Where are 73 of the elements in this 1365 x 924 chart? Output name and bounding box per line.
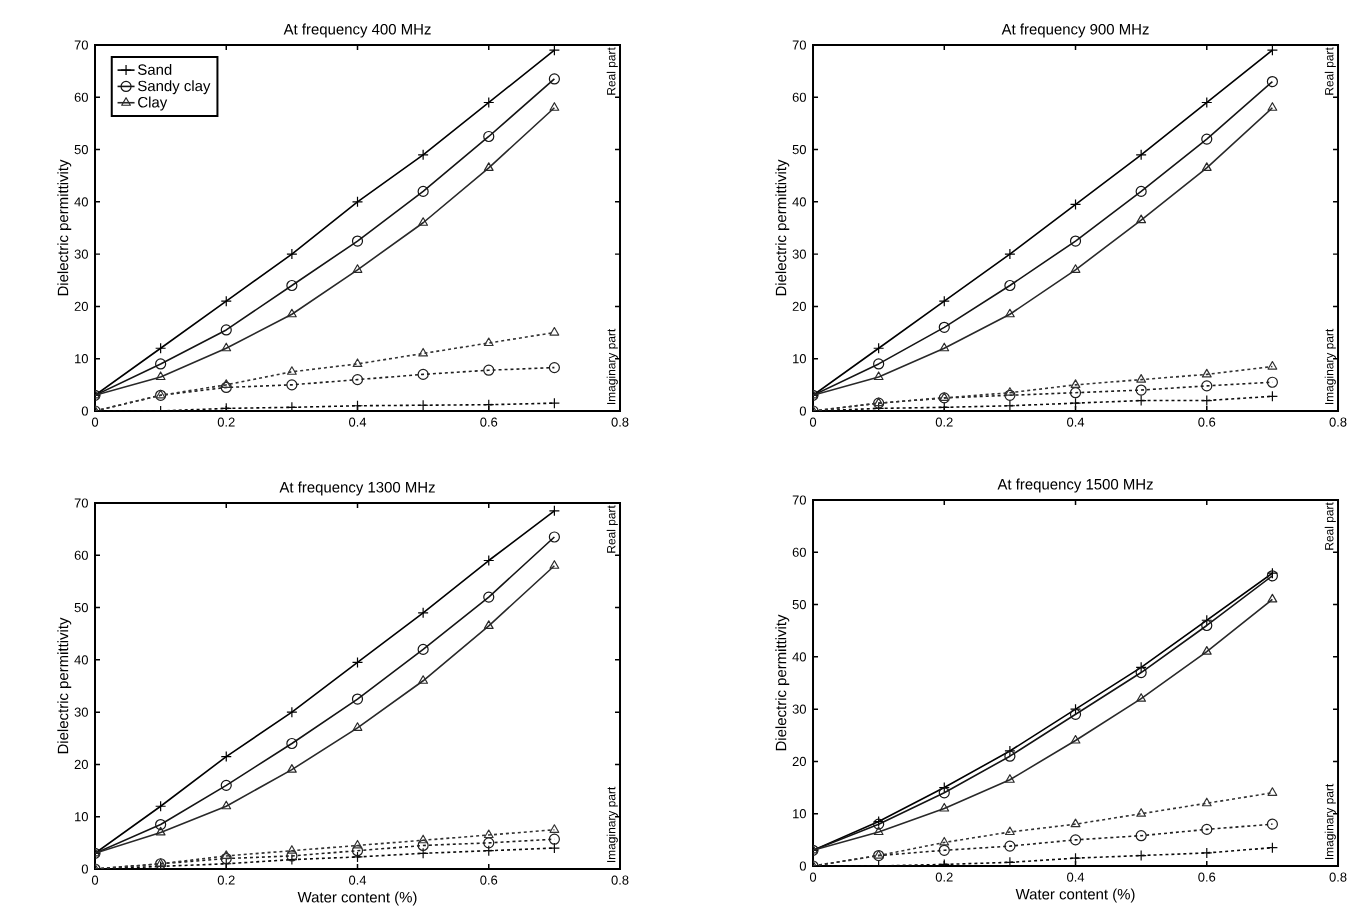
x-tick-label: 0.8	[1329, 417, 1347, 427]
x-tick-label: 0	[91, 417, 99, 427]
annotation: Imaginary part	[1324, 328, 1336, 405]
x-tick-label: 0.2	[217, 875, 235, 885]
x-tick-label: 0.8	[611, 417, 629, 427]
y-tick-label: 10	[75, 354, 88, 364]
y-tick-label: 60	[792, 92, 806, 102]
chart-title: At frequency 1500 MHz	[997, 478, 1153, 493]
y-tick-label: 50	[792, 599, 806, 610]
y-tick-label: 40	[792, 197, 806, 207]
y-tick-label: 30	[74, 707, 88, 717]
y-tick-label: 30	[792, 704, 806, 714]
y-tick-label: 60	[792, 547, 806, 557]
y-tick-label: 40	[74, 655, 88, 665]
x-tick-label: 0	[91, 875, 99, 885]
y-tick-label: 60	[74, 92, 88, 102]
x-tick-label: 0.8	[611, 875, 629, 885]
x-tick-label: 0.2	[217, 417, 235, 427]
y-tick-label: 10	[793, 809, 806, 819]
y-tick-label: 60	[74, 550, 88, 560]
y-tick-label: 50	[74, 144, 88, 155]
y-tick-label: 20	[74, 759, 88, 770]
y-tick-label: 40	[74, 197, 88, 207]
x-tick-label: 0.8	[1329, 872, 1347, 882]
annotation: Imaginary part	[606, 786, 618, 863]
annotation: Real part	[606, 505, 618, 553]
y-tick-label: 20	[792, 301, 806, 311]
y-tick-label: 0	[799, 406, 806, 416]
annotation: Real part	[606, 47, 618, 95]
x-tick-label: 0.4	[1067, 872, 1085, 882]
legend-label: Clay	[138, 96, 168, 111]
x-tick-label: 0	[809, 417, 817, 427]
x-tick-label: 0.2	[935, 417, 953, 427]
y-tick-label: 40	[792, 652, 806, 662]
annotation: Imaginary part	[1324, 783, 1336, 860]
chart-title: At frequency 1300 MHz	[279, 481, 435, 496]
y-tick-label: 10	[793, 354, 806, 364]
annotation: Real part	[1324, 502, 1336, 550]
y-axis-title: Dielectric permittivity	[775, 159, 790, 296]
y-tick-label: 30	[74, 249, 88, 259]
y-axis-title: Dielectric permittivity	[775, 614, 790, 751]
y-tick-label: 70	[792, 495, 806, 505]
x-tick-label: 0.2	[935, 872, 953, 882]
x-tick-label: 0.4	[1067, 417, 1085, 427]
legend-label: Sand	[138, 63, 172, 75]
x-tick-label: 0.4	[349, 417, 367, 427]
x-tick-label: 0.4	[349, 875, 367, 885]
y-tick-label: 0	[799, 861, 806, 871]
y-tick-label: 50	[792, 144, 806, 155]
annotation: Real part	[1324, 47, 1336, 95]
y-tick-label: 0	[81, 406, 88, 416]
x-tick-label: 0.6	[480, 875, 498, 885]
y-tick-label: 0	[81, 864, 88, 874]
y-tick-label: 70	[74, 498, 88, 508]
y-tick-label: 20	[792, 756, 806, 767]
x-axis-title: Water content (%)	[297, 891, 417, 906]
y-tick-label: 70	[74, 40, 88, 50]
y-tick-label: 50	[74, 602, 88, 613]
y-axis-title: Dielectric permittivity	[57, 159, 72, 296]
y-tick-label: 70	[792, 40, 806, 50]
chart-title: At frequency 400 MHz	[283, 23, 431, 38]
y-axis-title: Dielectric permittivity	[57, 617, 72, 754]
x-axis-title: Water content (%)	[1015, 888, 1135, 903]
y-tick-label: 30	[792, 249, 806, 259]
chart-title: At frequency 900 MHz	[1001, 23, 1149, 38]
y-tick-label: 10	[75, 812, 88, 822]
legend-label: Sandy clay	[138, 80, 211, 95]
x-tick-label: 0	[809, 872, 817, 882]
x-tick-label: 0.6	[1198, 417, 1216, 427]
x-tick-label: 0.6	[1198, 872, 1216, 882]
y-tick-label: 20	[74, 301, 88, 311]
x-tick-label: 0.6	[480, 417, 498, 427]
annotation: Imaginary part	[606, 328, 618, 405]
